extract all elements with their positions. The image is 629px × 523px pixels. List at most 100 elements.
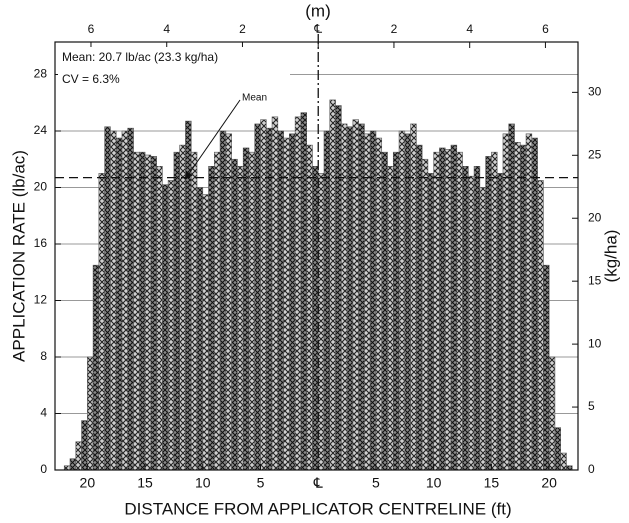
bar bbox=[260, 119, 267, 471]
x-axis-label: DISTANCE FROM APPLICATOR CENTRELINE (ft) bbox=[124, 499, 511, 518]
x2-tick-label: 4 bbox=[163, 22, 170, 36]
y-tick-label: 20 bbox=[34, 180, 48, 194]
bar bbox=[473, 166, 481, 471]
bar bbox=[237, 166, 244, 471]
bar bbox=[306, 144, 313, 471]
y-tick-label: 8 bbox=[40, 349, 47, 363]
bar bbox=[173, 151, 180, 471]
bar bbox=[202, 194, 209, 471]
bar bbox=[323, 130, 331, 471]
bar bbox=[450, 144, 458, 471]
bar bbox=[115, 137, 123, 471]
bar bbox=[485, 156, 492, 471]
bar bbox=[514, 141, 521, 471]
bar bbox=[179, 144, 186, 471]
bar bbox=[317, 173, 325, 471]
y2-tick-label: 0 bbox=[588, 462, 595, 476]
bar bbox=[352, 119, 359, 471]
bar bbox=[133, 151, 140, 471]
y2-axis-label: (kg/ha) bbox=[601, 230, 620, 283]
bar bbox=[519, 144, 527, 471]
x2-tick-label: ℄ bbox=[313, 22, 322, 36]
y2-tick-label: 5 bbox=[588, 399, 595, 413]
bar bbox=[341, 123, 348, 471]
y-tick-label: 0 bbox=[40, 462, 47, 476]
bar bbox=[127, 127, 134, 471]
bar bbox=[508, 123, 515, 471]
bar bbox=[491, 151, 498, 471]
bar bbox=[138, 151, 146, 471]
bar bbox=[496, 173, 504, 471]
bar bbox=[416, 144, 423, 471]
bar bbox=[543, 264, 550, 471]
bar bbox=[398, 130, 406, 471]
bar bbox=[369, 130, 377, 471]
x2-tick-label: 2 bbox=[391, 22, 398, 36]
bar bbox=[208, 166, 215, 471]
bar bbox=[392, 151, 400, 471]
bar bbox=[283, 137, 290, 471]
bar bbox=[462, 166, 469, 471]
y-tick-label: 4 bbox=[40, 406, 47, 420]
bar bbox=[427, 173, 434, 471]
bar bbox=[75, 441, 82, 471]
y-tick-label: 24 bbox=[34, 123, 48, 137]
x-tick-label: 20 bbox=[541, 475, 557, 491]
bar bbox=[81, 420, 88, 471]
y-tick-label: 28 bbox=[34, 67, 48, 81]
bar bbox=[231, 158, 238, 471]
bar bbox=[439, 147, 446, 471]
annotation-box bbox=[58, 47, 290, 91]
bar bbox=[525, 133, 533, 471]
bar bbox=[248, 151, 256, 471]
bar bbox=[381, 151, 388, 471]
x2-axis-label: (m) bbox=[305, 1, 330, 20]
y2-tick-label: 30 bbox=[588, 85, 602, 99]
x-tick-label: 10 bbox=[195, 475, 211, 491]
bar bbox=[190, 151, 198, 471]
bar bbox=[560, 452, 567, 471]
bar bbox=[254, 123, 261, 471]
bar bbox=[421, 158, 429, 471]
annotation: Mean: 20.7 lb/ac (23.3 kg/ha) bbox=[62, 50, 218, 64]
x2-tick-label: 2 bbox=[239, 22, 246, 36]
bar bbox=[410, 123, 417, 471]
annotation-arrow bbox=[184, 99, 241, 180]
bar bbox=[537, 180, 544, 471]
bar bbox=[566, 465, 573, 471]
bar bbox=[433, 151, 440, 471]
bar bbox=[121, 130, 129, 471]
x-tick-label: 5 bbox=[372, 475, 380, 491]
y-tick-label: 16 bbox=[34, 236, 48, 250]
y2-tick-label: 10 bbox=[588, 336, 602, 350]
x-tick-label: 5 bbox=[257, 475, 265, 491]
bar bbox=[375, 137, 383, 471]
bar bbox=[150, 156, 157, 471]
bar bbox=[167, 180, 175, 471]
bar bbox=[364, 133, 371, 471]
y2-tick-label: 15 bbox=[588, 273, 602, 287]
plot-frame bbox=[54, 41, 579, 471]
bar bbox=[219, 130, 227, 471]
bar bbox=[531, 137, 538, 471]
bar bbox=[502, 133, 510, 471]
bar bbox=[444, 149, 452, 471]
bar bbox=[289, 133, 296, 471]
bar bbox=[468, 175, 475, 471]
bar bbox=[456, 151, 463, 471]
bar bbox=[98, 173, 105, 471]
y-axis-label: APPLICATION RATE (lb/ac) bbox=[9, 150, 28, 362]
x2-tick-label: 4 bbox=[466, 22, 473, 36]
bar bbox=[214, 151, 221, 471]
bar bbox=[300, 112, 307, 471]
x-tick-label: 10 bbox=[426, 475, 442, 491]
bar bbox=[87, 356, 94, 471]
bar bbox=[554, 427, 561, 471]
bar bbox=[156, 166, 163, 471]
x2-tick-label: 6 bbox=[542, 22, 549, 36]
bar bbox=[69, 458, 77, 471]
x-tick-label: 20 bbox=[80, 475, 96, 491]
bar bbox=[185, 120, 192, 471]
bar bbox=[110, 130, 117, 471]
